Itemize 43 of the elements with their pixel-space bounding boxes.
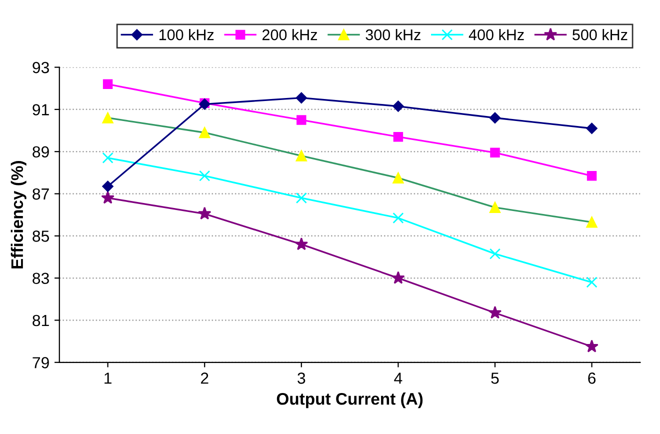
x-tick-label: 6: [588, 372, 596, 384]
x-tick-label: 4: [394, 372, 402, 384]
y-axis-title: Efficiency (%): [10, 161, 26, 268]
y-tick-label: 89: [32, 146, 49, 158]
point: [488, 306, 502, 319]
point: [392, 212, 404, 224]
y-tick-label: 87: [32, 188, 49, 200]
y-tick-label: 79: [32, 357, 49, 368]
y-tick-label: 83: [32, 272, 49, 284]
y-tick-label: 91: [32, 104, 49, 116]
y-tick-label: 81: [32, 314, 49, 326]
point: [296, 192, 307, 204]
y-tick-label: 85: [32, 230, 50, 242]
legend-label: 500 kHz: [572, 29, 628, 40]
x-tick-label: 2: [200, 372, 208, 384]
point: [586, 170, 597, 181]
point: [198, 206, 212, 220]
y-tick-label: 93: [32, 62, 49, 74]
point: [392, 100, 404, 112]
point: [102, 79, 113, 89]
point: [294, 237, 308, 250]
x-tick-label: 1: [104, 372, 112, 384]
point: [586, 276, 598, 288]
point: [489, 112, 501, 124]
point: [296, 115, 306, 125]
x-tick-label: 5: [491, 372, 499, 384]
point: [102, 152, 114, 164]
point: [489, 248, 501, 260]
x-tick-label: 3: [298, 372, 306, 384]
point: [392, 271, 405, 284]
point: [101, 191, 114, 204]
point: [586, 122, 598, 134]
point: [585, 340, 598, 352]
legend-label: 200 kHz: [262, 29, 318, 40]
x-axis-title: Output Current (A): [276, 392, 423, 408]
point: [296, 92, 308, 104]
point: [199, 170, 210, 182]
point: [102, 180, 114, 192]
legend-label: 300 kHz: [366, 29, 420, 40]
legend-label: 400 kHz: [468, 29, 524, 40]
legend-label: 100 kHz: [159, 29, 214, 40]
point: [490, 148, 500, 158]
point: [393, 132, 404, 142]
